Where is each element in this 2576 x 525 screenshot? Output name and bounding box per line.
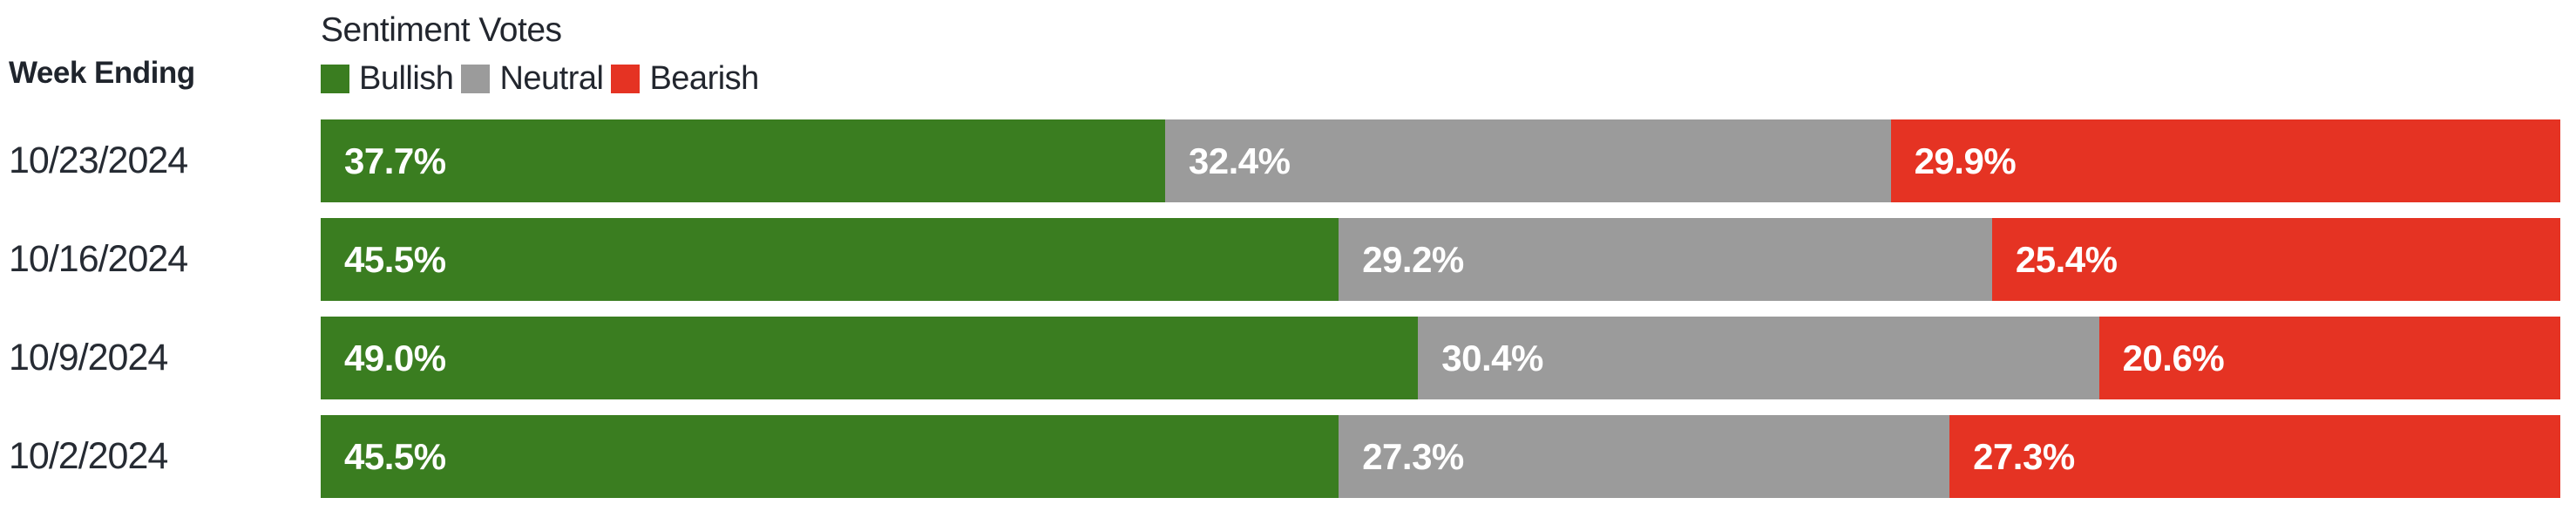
chart-legend: Bullish Neutral Bearish <box>321 60 2576 97</box>
segment-value-label: 37.7% <box>344 140 446 181</box>
bar-segment-bullish: 49.0% <box>321 317 1419 399</box>
bar-row: 10/9/2024 49.0% 30.4% 20.6% <box>0 317 2560 399</box>
stacked-bar: 45.5% 29.2% 25.4% <box>321 218 2560 301</box>
row-label: 10/9/2024 <box>9 337 168 378</box>
bar-row: 10/23/2024 37.7% 32.4% 29.9% <box>0 119 2561 202</box>
segment-value-label: 27.3% <box>1362 435 1464 477</box>
bar-rows: 10/23/2024 37.7% 32.4% 29.9% 10/16/2024 45.5%… <box>0 119 2576 498</box>
segment-value-label: 49.0% <box>344 337 446 378</box>
bar-row: 10/2/2024 45.5% 27.3% 27.3% <box>0 415 2560 498</box>
chart-header: Week Ending Sentiment Votes Bullish Neutr… <box>0 0 2576 119</box>
legend-swatch-bullish <box>321 64 349 93</box>
bar-segment-bearish: 29.9% <box>1890 119 2561 202</box>
bar-segment-neutral: 32.4% <box>1164 119 1891 202</box>
week-ending-label: Week Ending <box>9 56 195 90</box>
bar-segment-neutral: 27.3% <box>1339 415 1950 498</box>
segment-value-label: 29.9% <box>1914 140 2017 181</box>
bar-segment-bullish: 45.5% <box>321 415 1339 498</box>
segment-value-label: 27.3% <box>1973 435 2075 477</box>
row-label: 10/23/2024 <box>9 140 188 181</box>
segment-value-label: 45.5% <box>344 435 446 477</box>
bar-segment-bearish: 25.4% <box>1991 218 2560 301</box>
segment-value-label: 25.4% <box>2015 238 2118 280</box>
legend-item-neutral: Neutral <box>461 59 604 98</box>
segment-value-label: 30.4% <box>1441 337 1543 378</box>
legend-swatch-neutral <box>461 64 491 93</box>
legend-label: Bearish <box>649 59 759 97</box>
legend-label: Neutral <box>499 59 604 97</box>
legend-item-bullish: Bullish <box>321 59 454 98</box>
bar-segment-bullish: 45.5% <box>321 218 1339 301</box>
stacked-bar: 37.7% 32.4% 29.9% <box>321 119 2561 202</box>
row-label: 10/16/2024 <box>9 238 188 280</box>
bar-segment-neutral: 29.2% <box>1339 218 1992 301</box>
row-label: 10/2/2024 <box>9 435 168 477</box>
segment-value-label: 20.6% <box>2122 337 2225 378</box>
stacked-bar: 45.5% 27.3% 27.3% <box>321 415 2560 498</box>
bar-segment-bullish: 37.7% <box>321 119 1165 202</box>
bar-segment-bearish: 27.3% <box>1949 415 2560 498</box>
row-label-column-header: Week Ending <box>0 10 321 119</box>
segment-value-label: 32.4% <box>1188 140 1291 181</box>
title-and-legend: Sentiment Votes Bullish Neutral Bearish <box>321 10 2576 119</box>
legend-item-bearish: Bearish <box>611 59 759 98</box>
segment-value-label: 45.5% <box>344 238 446 280</box>
chart-title: Sentiment Votes <box>321 11 562 49</box>
bar-row: 10/16/2024 45.5% 29.2% 25.4% <box>0 218 2560 301</box>
stacked-bar: 49.0% 30.4% 20.6% <box>321 317 2560 399</box>
legend-swatch-bearish <box>611 64 641 93</box>
bar-segment-neutral: 30.4% <box>1418 317 2099 399</box>
bar-segment-bearish: 20.6% <box>2098 317 2560 399</box>
legend-label: Bullish <box>359 59 454 97</box>
segment-value-label: 29.2% <box>1362 238 1464 280</box>
